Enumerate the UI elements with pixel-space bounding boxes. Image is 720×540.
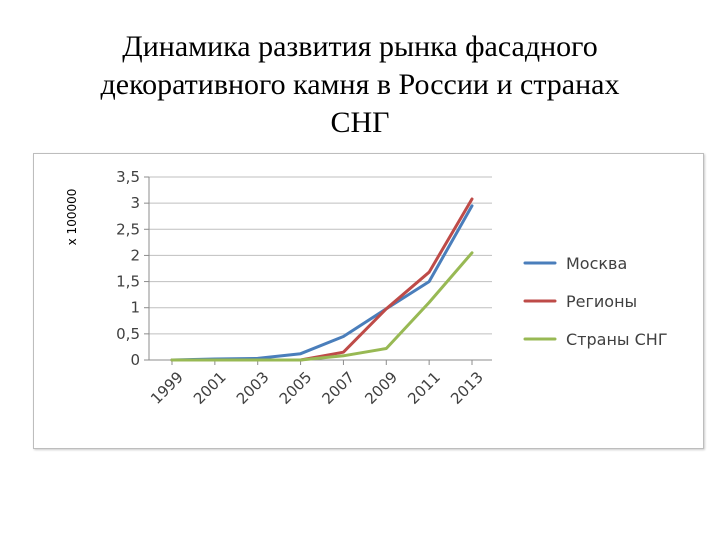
slide-title-line-1: Динамика развития рынка фасадного [122,30,598,63]
chart-frame: 0 0,5 1 1,5 2 2,5 3 3,5 1999 2001 2003 2005 2007 200… [33,153,704,449]
x-tick-label: 2011 [404,368,444,408]
x-tick-label: 2009 [361,368,401,408]
y-tick-label: 0 [130,351,140,369]
y-tick-label: 1 [130,299,140,317]
x-tick-label: 2005 [276,368,316,408]
x-tick-label: 2003 [233,368,273,408]
y-tick-label: 3,5 [116,168,140,186]
legend-label: Регионы [566,292,637,311]
y-axis-label: x 100000 [65,189,79,246]
x-axis-ticks: 1999 2001 2003 2005 2007 2009 2011 2013 [147,368,487,408]
y-tick-label: 2 [130,246,140,264]
gridlines [144,176,492,365]
x-tick-label: 1999 [147,368,187,408]
series-line-2 [170,197,474,362]
y-axis-ticks: 0 0,5 1 1,5 2 2,5 3 3,5 [116,168,140,369]
legend-label: Москва [566,254,627,273]
y-tick-label: 3 [130,194,140,212]
x-tick-label: 2001 [190,368,230,408]
line-chart: 0 0,5 1 1,5 2 2,5 3 3,5 1999 2001 2003 2005 2007 200… [65,168,668,408]
slide-title: Динамика развития рынка фасадного декора… [30,28,690,142]
y-tick-label: 1,5 [116,273,140,291]
legend-label: Страны СНГ [566,330,668,349]
legend: Москва Регионы Страны СНГ [523,254,668,349]
series-line-3 [170,251,474,362]
y-tick-label: 0,5 [116,325,140,343]
y-tick-label: 2,5 [116,220,140,238]
x-tick-label: 2013 [447,368,487,408]
slide-title-line-3: СНГ [330,106,390,139]
x-tick-label: 2007 [319,368,359,408]
series-lines [170,197,474,362]
slide-title-line-2: декоративного камня в России и странах [100,68,620,101]
